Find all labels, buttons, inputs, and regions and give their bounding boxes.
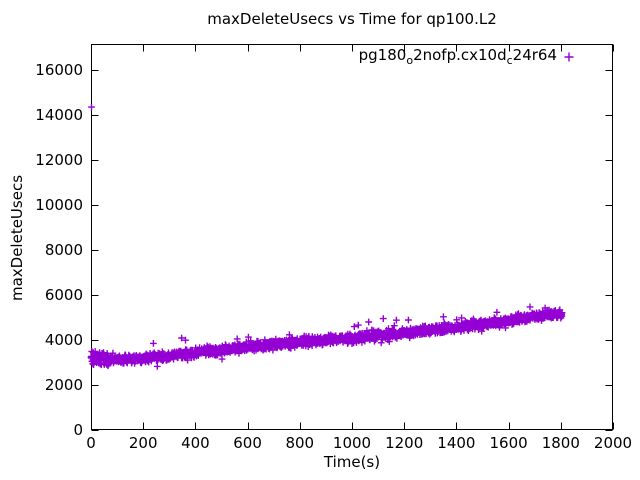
- y-tick-label: 12000: [35, 151, 83, 169]
- y-tick-label: 8000: [45, 241, 83, 259]
- x-tick-label: 1000: [333, 434, 371, 452]
- y-tick-label: 16000: [35, 61, 83, 79]
- x-tick-label: 800: [285, 434, 314, 452]
- x-tick-label: 2000: [594, 434, 632, 452]
- legend-entry: pg180o2nofp.cx10dc24r64: [0, 47, 557, 69]
- legend-series-label-part: 24r64: [512, 46, 557, 64]
- y-tick-label: 0: [73, 421, 83, 439]
- x-axis-label: Time(s): [323, 453, 381, 471]
- y-tick-label: 2000: [45, 376, 83, 394]
- chart-title: maxDeleteUsecs vs Time for qp100.L2: [207, 10, 497, 28]
- x-tick-label: 0: [86, 434, 96, 452]
- y-axis-label-text: maxDeleteUsecs: [8, 174, 26, 302]
- x-tick-label: 600: [233, 434, 262, 452]
- y-tick-label: 14000: [35, 106, 83, 124]
- legend-series-label-part: 2nofp.cx10d: [413, 46, 507, 64]
- scatter-points: [87, 103, 566, 370]
- legend-series-label-part: pg180: [358, 46, 407, 64]
- y-tick-label: 4000: [45, 331, 83, 349]
- y-tick-label: 10000: [35, 196, 83, 214]
- legend-series-label-subscript: c: [506, 54, 513, 67]
- legend-series-label-subscript: o: [406, 54, 414, 67]
- x-tick-label: 400: [181, 434, 210, 452]
- x-tick-label: 1400: [437, 434, 475, 452]
- x-tick-label: 1600: [490, 434, 528, 452]
- x-tick-label: 1800: [542, 434, 580, 452]
- x-tick-label: 1200: [385, 434, 423, 452]
- y-tick-label: 6000: [45, 286, 83, 304]
- legend-marker: [564, 52, 574, 62]
- plot-border: [91, 44, 613, 430]
- x-tick-label: 200: [129, 434, 158, 452]
